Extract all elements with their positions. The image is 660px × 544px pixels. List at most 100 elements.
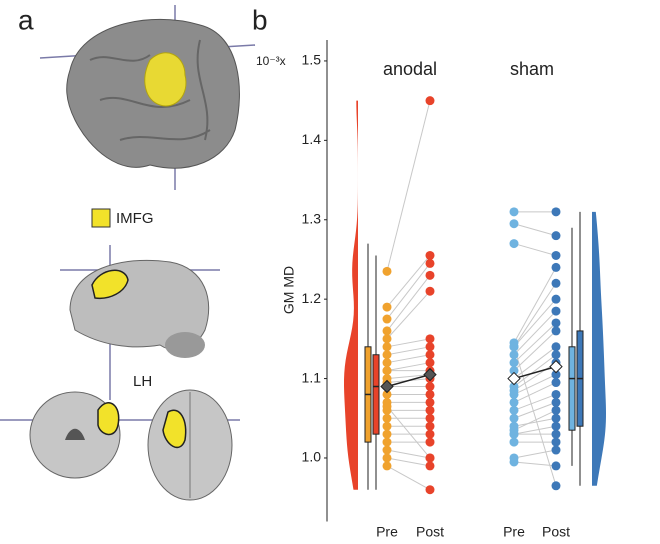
data-point	[383, 453, 392, 462]
x-tick-label: Post	[416, 524, 444, 540]
data-point	[426, 453, 435, 462]
pair-line	[387, 339, 430, 347]
data-point	[552, 207, 561, 216]
pair-line	[514, 244, 556, 256]
data-point	[552, 430, 561, 439]
pair-line	[514, 267, 556, 342]
pair-line	[387, 450, 430, 458]
data-point	[552, 461, 561, 470]
data-point	[426, 382, 435, 391]
data-point	[552, 378, 561, 387]
data-point	[426, 438, 435, 447]
pair-line	[387, 347, 430, 355]
data-point	[426, 461, 435, 470]
data-point	[426, 430, 435, 439]
x-tick-label: Pre	[376, 524, 398, 540]
data-point	[552, 307, 561, 316]
data-point	[552, 231, 561, 240]
data-point	[510, 207, 519, 216]
data-point	[383, 438, 392, 447]
pair-line	[514, 418, 556, 426]
data-point	[552, 422, 561, 431]
data-point	[552, 342, 561, 351]
pair-line	[387, 466, 430, 490]
x-tick-label: Post	[542, 524, 570, 540]
panel-label: a	[18, 4, 34, 35]
pair-line	[387, 291, 430, 339]
pair-line	[514, 311, 556, 355]
data-point	[426, 287, 435, 296]
pair-line	[514, 323, 556, 363]
data-point	[426, 398, 435, 407]
data-point	[383, 414, 392, 423]
data-point	[552, 390, 561, 399]
pair-line	[514, 450, 556, 458]
data-point	[383, 430, 392, 439]
y-tick-label: 1.5	[302, 52, 322, 68]
data-point	[510, 239, 519, 248]
data-point	[426, 334, 435, 343]
data-point	[552, 326, 561, 335]
hemisphere-label: LH	[133, 373, 152, 390]
data-point	[552, 446, 561, 455]
data-point	[510, 457, 519, 466]
data-point	[383, 303, 392, 312]
data-point	[383, 342, 392, 351]
violin	[592, 212, 606, 486]
data-point	[552, 398, 561, 407]
group-label: sham	[510, 59, 554, 79]
data-point	[510, 350, 519, 359]
pair-line	[514, 224, 556, 236]
data-point	[552, 481, 561, 490]
data-point	[383, 326, 392, 335]
box	[373, 355, 379, 434]
data-point	[510, 358, 519, 367]
y-axis-label: GM MD	[281, 266, 297, 314]
data-point	[383, 422, 392, 431]
data-point	[426, 271, 435, 280]
data-point	[426, 259, 435, 268]
data-point	[383, 402, 392, 411]
pair-line	[514, 383, 556, 403]
pair-line	[514, 375, 556, 395]
pair-line	[387, 363, 430, 371]
panel-label: b	[252, 4, 268, 35]
data-point	[426, 342, 435, 351]
data-point	[510, 414, 519, 423]
figure: a IMFG LH b 10⁻³x GM MD 1.01.11.21.31.41…	[0, 0, 660, 544]
data-point	[510, 438, 519, 447]
group-label: anodal	[383, 59, 437, 79]
data-point	[426, 422, 435, 431]
pair-line	[514, 355, 556, 387]
data-point	[510, 426, 519, 435]
pair-line	[387, 355, 430, 363]
y-tick-label: 1.4	[302, 131, 322, 147]
y-unit: 10⁻³x	[256, 54, 286, 68]
pair-line	[387, 458, 430, 466]
data-point	[552, 406, 561, 415]
data-point	[552, 251, 561, 260]
pair-line	[387, 406, 430, 458]
data-point	[426, 358, 435, 367]
data-point	[510, 342, 519, 351]
data-point	[552, 350, 561, 359]
data-point	[510, 398, 519, 407]
pair-line	[514, 347, 556, 379]
y-tick-label: 1.1	[302, 369, 322, 385]
legend-label: IMFG	[116, 210, 154, 227]
data-point	[510, 219, 519, 228]
pair-line	[514, 394, 556, 410]
data-point	[383, 358, 392, 367]
box	[569, 347, 575, 430]
data-point	[426, 414, 435, 423]
data-point	[552, 414, 561, 423]
data-point	[552, 438, 561, 447]
pair-line	[387, 101, 430, 272]
x-tick-label: Pre	[503, 524, 525, 540]
violin	[344, 101, 358, 490]
brain-illustrations	[0, 5, 255, 500]
pair-line	[514, 299, 556, 347]
y-tick-label: 1.3	[302, 210, 322, 226]
data-point	[552, 318, 561, 327]
data-point	[383, 366, 392, 375]
